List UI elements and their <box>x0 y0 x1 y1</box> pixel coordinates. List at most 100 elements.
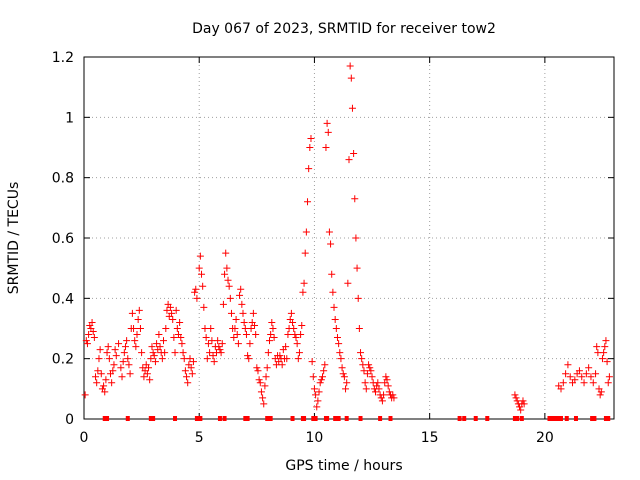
data-point <box>293 340 301 348</box>
data-point <box>323 119 331 127</box>
y-tick-label: 1.2 <box>52 50 74 66</box>
data-point <box>183 373 191 381</box>
data-point <box>264 349 272 357</box>
data-point <box>278 361 286 369</box>
zero-data-point <box>302 416 307 421</box>
zero-data-point <box>556 416 561 421</box>
data-point <box>355 325 363 332</box>
zero-data-point <box>334 416 339 421</box>
data-point <box>352 234 360 242</box>
data-point <box>82 337 90 345</box>
zero-data-point <box>547 416 552 421</box>
zero-data-point <box>336 416 341 421</box>
zero-data-point <box>243 416 248 421</box>
data-point <box>308 358 316 366</box>
zero-data-point <box>311 416 316 421</box>
data-point <box>105 355 113 363</box>
y-tick-label: 0.2 <box>52 352 74 368</box>
data-point <box>101 388 109 396</box>
data-point <box>112 352 120 360</box>
data-point <box>315 388 323 396</box>
data-point <box>313 403 321 411</box>
data-point <box>312 391 320 399</box>
data-point <box>261 382 269 390</box>
data-point <box>110 361 118 369</box>
axis-ticks: 0 0.2 0.4 0.6 0.8 1 1.2 0 5 10 15 20 <box>52 50 614 446</box>
data-point <box>170 334 178 342</box>
data-point <box>375 385 383 393</box>
data-point <box>224 276 232 284</box>
data-point <box>290 325 298 332</box>
zero-data-point <box>462 416 467 421</box>
zero-data-point <box>457 416 462 421</box>
data-point <box>115 340 123 348</box>
data-point <box>321 361 329 369</box>
data-point <box>345 156 353 164</box>
data-point <box>225 282 233 290</box>
zero-data-point <box>125 416 130 421</box>
data-point <box>209 352 217 360</box>
data-point <box>339 370 347 378</box>
data-point <box>268 318 276 326</box>
data-points <box>81 62 613 421</box>
data-point <box>249 309 257 317</box>
data-point <box>378 397 386 405</box>
data-point <box>123 337 131 345</box>
zero-data-point <box>590 416 595 421</box>
data-point <box>260 400 268 408</box>
data-point <box>301 249 309 257</box>
data-point <box>575 367 583 375</box>
data-point <box>252 331 260 339</box>
data-point <box>283 355 291 363</box>
data-point <box>571 376 579 384</box>
x-tick-label: 15 <box>421 430 439 446</box>
data-point <box>316 379 324 387</box>
data-point <box>90 334 98 342</box>
data-point <box>361 379 369 387</box>
data-point <box>215 343 223 351</box>
data-point <box>385 388 393 396</box>
zero-data-point <box>290 416 295 421</box>
data-point <box>294 355 302 363</box>
data-point <box>181 367 189 375</box>
y-tick-label: 0 <box>65 412 74 428</box>
y-tick-label: 0.6 <box>52 231 74 247</box>
data-point <box>580 379 588 387</box>
data-point <box>332 325 340 332</box>
data-point <box>292 334 300 342</box>
data-point <box>138 349 146 357</box>
data-point <box>156 343 164 351</box>
data-point <box>131 337 139 345</box>
data-point <box>347 74 355 82</box>
data-point <box>596 391 604 399</box>
data-point <box>602 337 610 345</box>
zero-data-point <box>378 416 383 421</box>
y-axis-label: SRMTID / TECUs <box>6 182 22 295</box>
grid <box>84 57 614 419</box>
data-point <box>136 325 144 332</box>
data-point <box>380 391 388 399</box>
data-point <box>390 394 398 402</box>
data-point <box>117 364 125 372</box>
data-point <box>218 340 226 348</box>
data-point <box>314 397 322 405</box>
data-point <box>362 385 370 393</box>
data-point <box>88 318 96 326</box>
data-point <box>125 361 133 369</box>
data-point <box>96 346 104 354</box>
data-point <box>189 358 197 366</box>
data-point <box>104 343 112 351</box>
zero-data-point <box>473 416 478 421</box>
data-point <box>336 349 344 357</box>
data-point <box>143 370 151 378</box>
data-point <box>344 279 352 287</box>
zero-data-point <box>194 416 199 421</box>
data-point <box>231 325 239 332</box>
data-point <box>593 343 601 351</box>
data-point <box>342 385 350 393</box>
data-point <box>382 373 390 381</box>
data-point <box>124 355 132 363</box>
data-point <box>284 331 292 339</box>
data-point <box>246 340 254 348</box>
